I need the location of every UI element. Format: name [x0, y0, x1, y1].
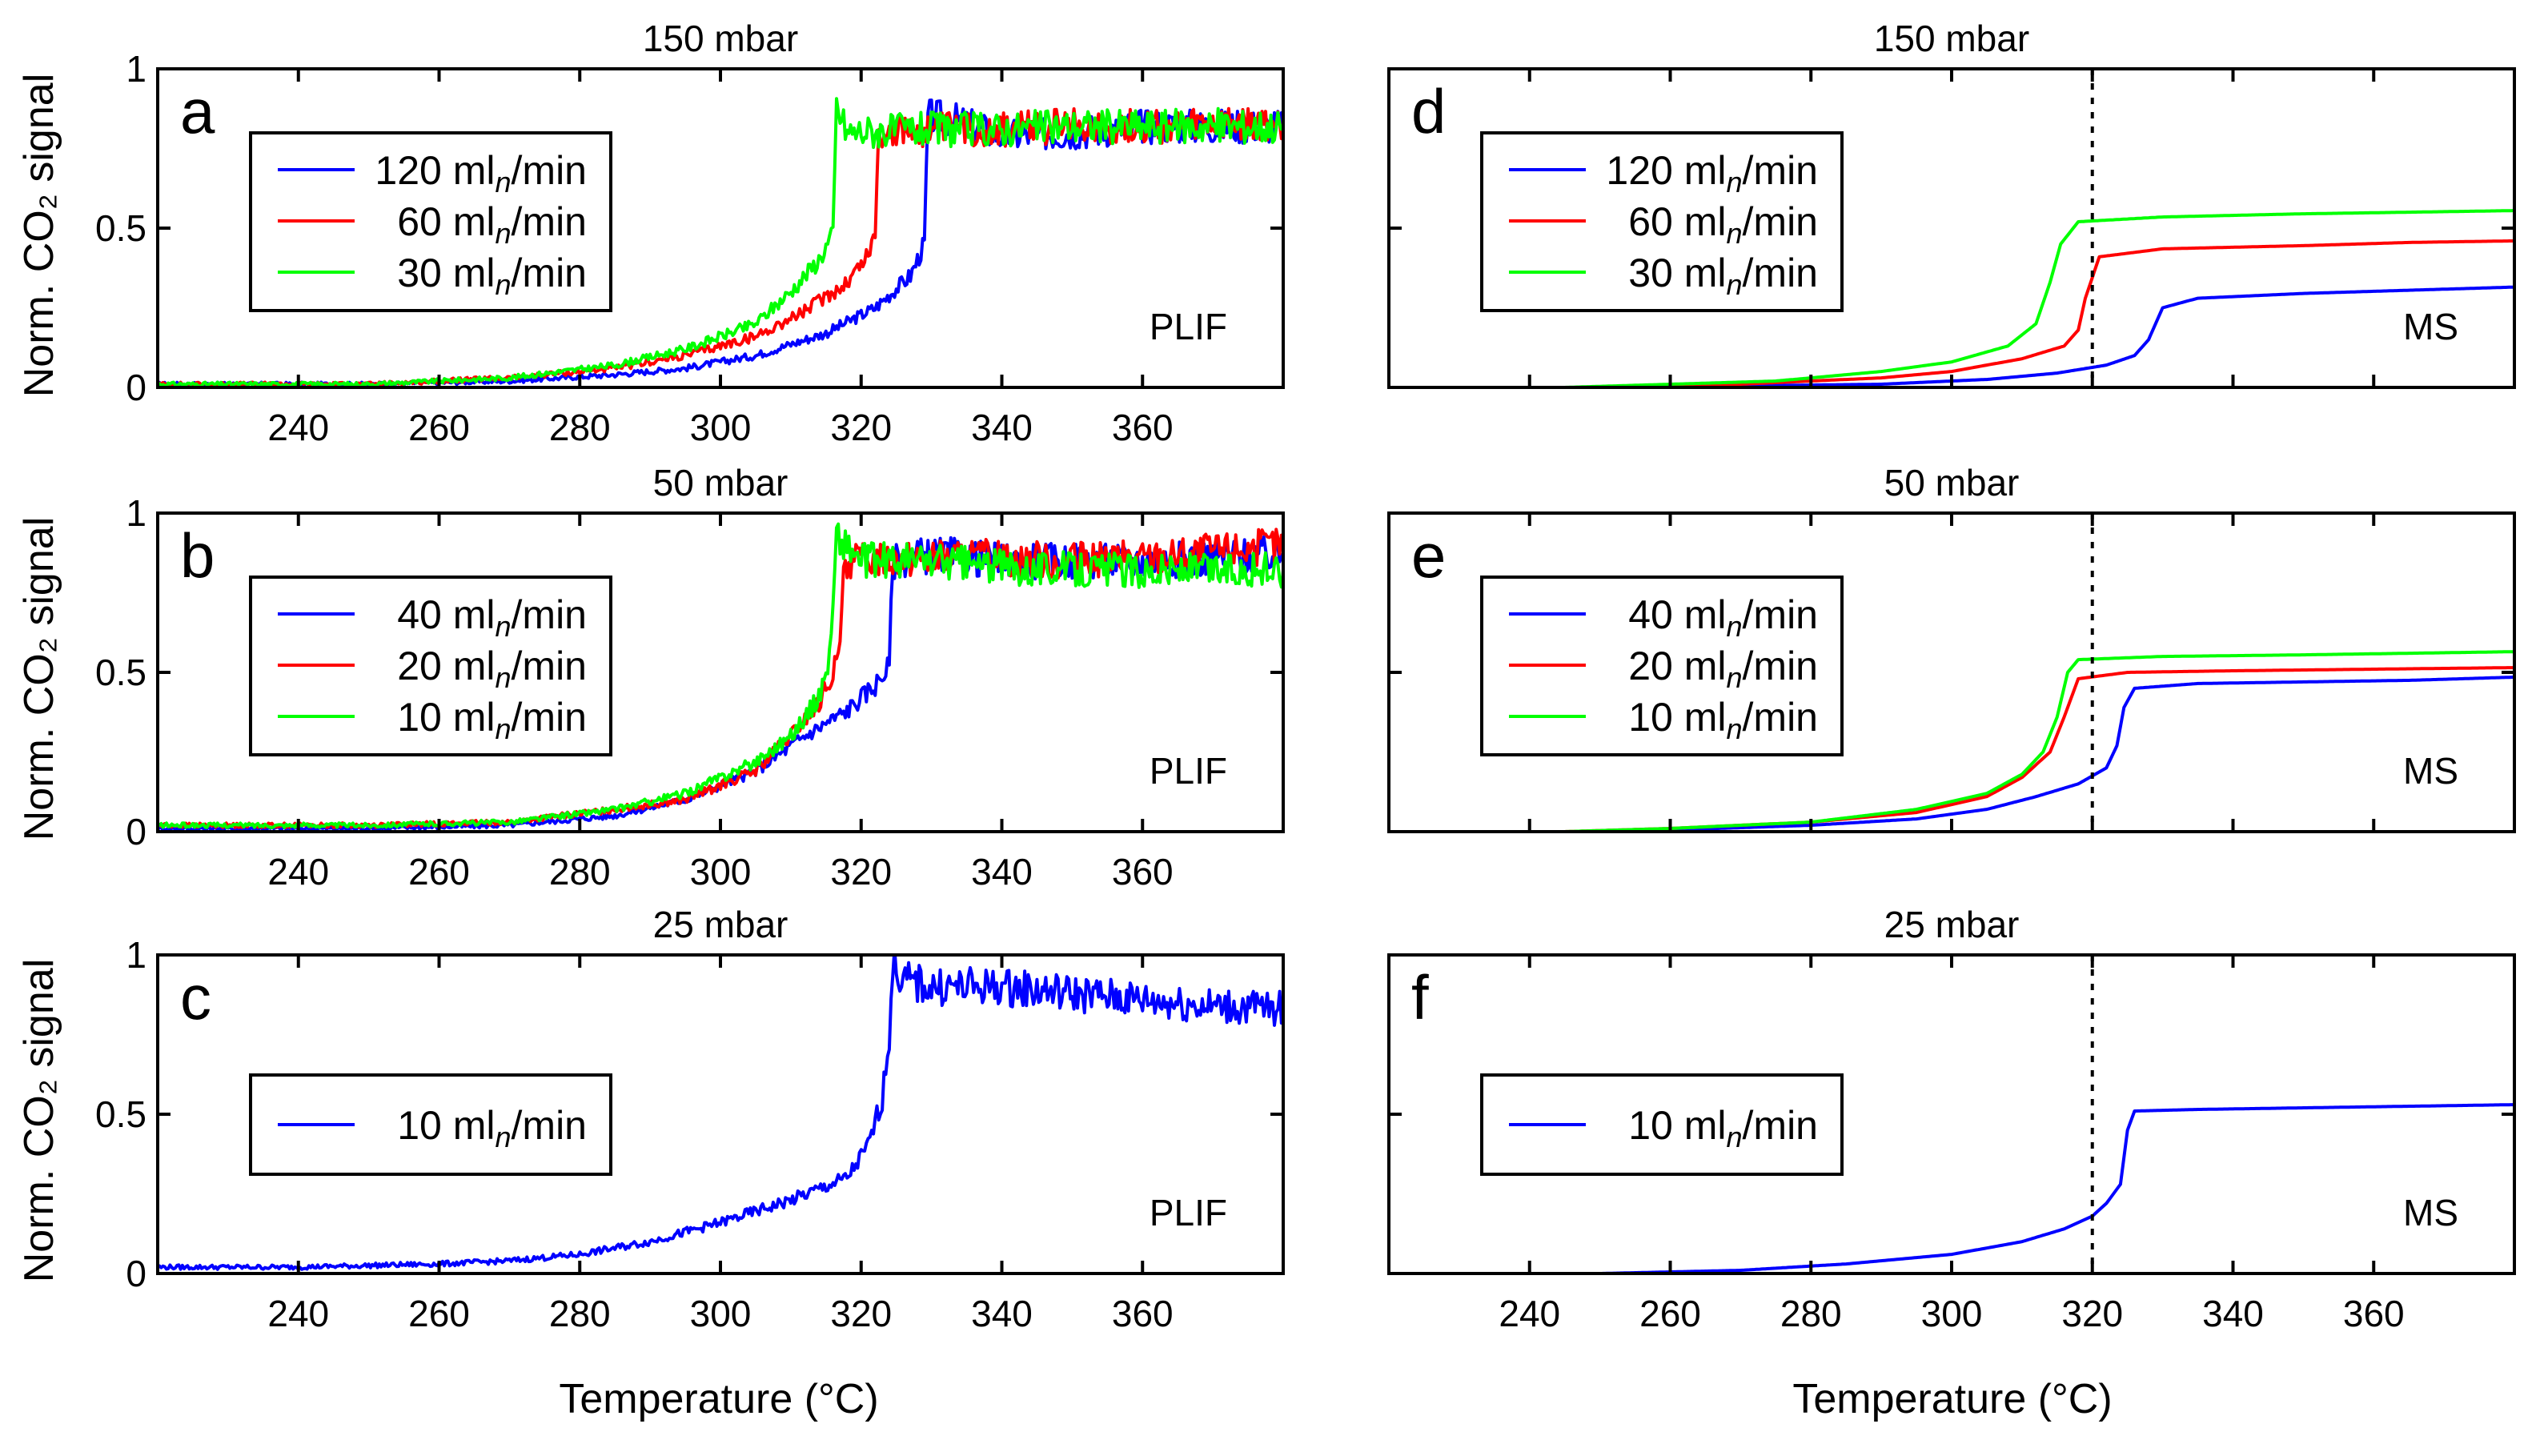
panel-title-f: 25 mbar [1884, 904, 2020, 945]
x-tick-label: 360 [1112, 1293, 1174, 1334]
method-label-d: MS [2403, 306, 2458, 347]
legend-entry: 10 mln/min [1628, 1103, 1818, 1153]
legend-entry: 40 mln/min [397, 592, 587, 643]
x-axis-label-left: Temperature (°C) [559, 1376, 878, 1422]
method-label-f: MS [2403, 1192, 2458, 1233]
x-tick-label: 240 [267, 1293, 329, 1334]
y-tick-label: 0.5 [95, 1093, 146, 1135]
legend-entry: 10 mln/min [397, 695, 587, 745]
legend-entry: 120 mln/min [1606, 148, 1818, 199]
legend-entry: 20 mln/min [1628, 644, 1818, 694]
x-tick-label: 320 [830, 1293, 892, 1334]
series-line-f-0 [1389, 1103, 2514, 1273]
series-group-a [158, 97, 1283, 387]
x-tick-label: 300 [690, 407, 752, 448]
legend-entry: 20 mln/min [397, 644, 587, 694]
x-tick-label: 340 [2202, 1293, 2264, 1334]
series-line-e-0 [1389, 676, 2514, 832]
y-tick-label: 0.5 [95, 652, 146, 693]
panel-letter-f: f [1411, 962, 1429, 1033]
x-tick-label: 360 [2343, 1293, 2405, 1334]
method-label-a: PLIF [1150, 306, 1227, 347]
panel-title-a: 150 mbar [643, 18, 798, 59]
x-tick-label: 260 [408, 1293, 470, 1334]
y-tick-label: 1 [126, 48, 146, 90]
x-tick-label: 240 [267, 407, 329, 448]
x-tick-label: 260 [408, 851, 470, 892]
x-tick-label: 340 [971, 851, 1033, 892]
y-tick-label: 0 [126, 367, 146, 408]
x-tick-label: 340 [971, 407, 1033, 448]
x-tick-label: 300 [690, 1293, 752, 1334]
legend-entry: 60 mln/min [1628, 199, 1818, 250]
x-tick-label: 300 [1921, 1293, 1983, 1334]
panel-letter-b: b [180, 520, 215, 591]
x-tick-label: 280 [549, 407, 611, 448]
panel-letter-c: c [180, 962, 211, 1033]
y-tick-label: 1 [126, 934, 146, 976]
panel-f: 240 260 280 300 320 340 360 25 mbar f MS 10 mln/mi… [1387, 904, 2516, 1334]
panel-a: 240 260 280 300 320 340 360 0 0.5 1 150 mbar a PLIF 1… [95, 18, 1285, 448]
legend-entry: 10 mln/min [1628, 695, 1818, 745]
series-line-a-2 [158, 97, 1283, 387]
x-tick-label: 360 [1112, 851, 1174, 892]
panel-c: 240 260 280 300 320 340 360 0 0.5 1 25 mbar c PLIF 10… [95, 904, 1285, 1334]
method-label-e: MS [2403, 750, 2458, 792]
legend-entry: 120 mln/min [375, 148, 587, 199]
y-axis-label-a: Norm. CO₂ signal [16, 74, 62, 398]
y-tick-label: 1 [126, 492, 146, 534]
series-group-b [158, 522, 1283, 832]
series-line-b-2 [158, 522, 1283, 829]
y-tick-label: 0.5 [95, 207, 146, 249]
panel-letter-d: d [1411, 76, 1446, 146]
legend-entry: 40 mln/min [1628, 592, 1818, 643]
x-tick-label: 240 [267, 851, 329, 892]
x-tick-label: 320 [830, 407, 892, 448]
series-group-f [1389, 1103, 2514, 1273]
x-tick-label: 320 [830, 851, 892, 892]
x-tick-label: 240 [1499, 1293, 1560, 1334]
legend-entry: 60 mln/min [397, 199, 587, 250]
legend-entry: 30 mln/min [1628, 251, 1818, 301]
method-label-b: PLIF [1150, 750, 1227, 792]
panel-letter-a: a [180, 76, 215, 146]
method-label-c: PLIF [1150, 1192, 1227, 1233]
panel-title-b: 50 mbar [653, 462, 788, 503]
y-tick-label: 0 [126, 811, 146, 852]
y-axis-label-c: Norm. CO₂ signal [16, 959, 62, 1283]
panel-title-d: 150 mbar [1874, 18, 2029, 59]
x-tick-label: 260 [408, 407, 470, 448]
series-line-d-1 [1389, 239, 2514, 387]
panel-b: 240 260 280 300 320 340 360 0 0.5 1 50 mbar b PLIF 40… [95, 462, 1285, 892]
x-axis-label-right: Temperature (°C) [1792, 1376, 2112, 1422]
series-group-c [158, 955, 1283, 1271]
x-tick-label: 280 [549, 851, 611, 892]
y-axis-label-b: Norm. CO₂ signal [16, 517, 62, 841]
panel-letter-e: e [1411, 520, 1446, 591]
legend-entry: 30 mln/min [397, 251, 587, 301]
y-tick-label: 0 [126, 1253, 146, 1294]
legend-entry: 10 mln/min [397, 1103, 587, 1153]
x-tick-label: 280 [549, 1293, 611, 1334]
legend-c: 10 mln/min [249, 1073, 612, 1176]
x-tick-label: 320 [2061, 1293, 2123, 1334]
legend-f: 10 mln/min [1480, 1073, 1844, 1176]
x-tick-label: 300 [690, 851, 752, 892]
x-tick-label: 260 [1639, 1293, 1701, 1334]
series-line-c-0 [158, 955, 1283, 1271]
x-tick-label: 340 [971, 1293, 1033, 1334]
x-tick-label: 280 [1780, 1293, 1842, 1334]
panel-title-c: 25 mbar [653, 904, 788, 945]
x-tick-label: 360 [1112, 407, 1174, 448]
panel-title-e: 50 mbar [1884, 462, 2020, 503]
